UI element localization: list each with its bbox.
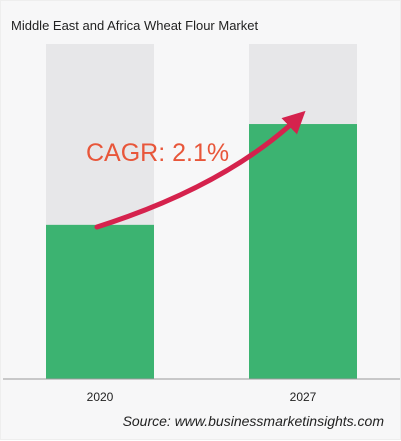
chart-title: Middle East and Africa Wheat Flour Marke… [11, 18, 259, 33]
bar-2020 [46, 224, 154, 379]
bars-layer [46, 44, 357, 379]
x-tick-labels: 2020 2027 [87, 390, 317, 404]
cagr-arrow [94, 110, 306, 230]
x-tick-label-2027: 2027 [290, 390, 317, 404]
x-tick-label-2020: 2020 [87, 390, 114, 404]
bar-2027 [249, 124, 357, 379]
source-note: Source: www.businessmarketinsights.com [122, 413, 384, 429]
cagr-annotation: CAGR: 2.1% [86, 139, 229, 167]
